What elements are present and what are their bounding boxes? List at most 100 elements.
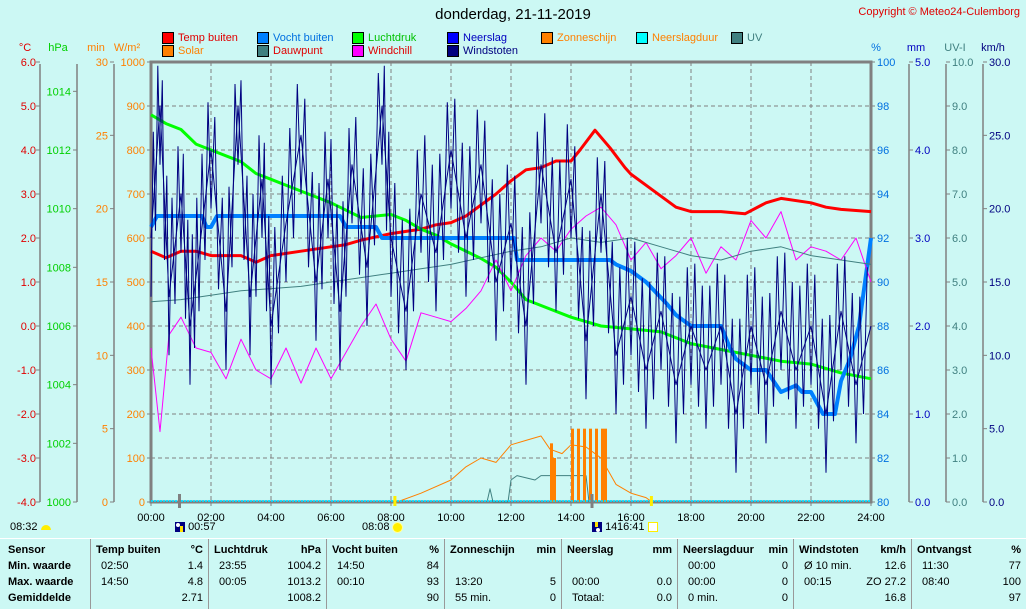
stats-column-luchtdruk: Luchtdruk hPa 23:55 1004.2 00:05 1013.2 1008.2 [208, 539, 327, 609]
x-axis-tick-label: 06:00 [317, 512, 345, 524]
stats-cell-label: 00:10 [337, 576, 365, 588]
legend-label: Neerslag [463, 32, 508, 44]
stats-column-vocht-buiten: Vocht buiten% 14:50 84 00:10 93 90 [326, 539, 445, 609]
axis-tick-label-pressure: 1014 [47, 86, 71, 98]
stats-cell-value: 84 [426, 560, 439, 572]
axis-tick-label-temp: 6.0 [21, 57, 36, 69]
stats-cell-value: 0.0 [656, 576, 672, 588]
axis-tick-label-rain: 4.0 [915, 145, 930, 157]
stats-row: 14:50 84 [327, 560, 445, 576]
stats-row: 08:40 100 [912, 576, 1026, 592]
stats-column-sensor: Sensor Min. waarde Max. waarde Gemiddelde [0, 539, 90, 609]
series-zonneschijn-bar [571, 428, 574, 502]
stats-header-label: Sensor [8, 544, 46, 556]
stats-cell-label: 14:50 [101, 576, 129, 588]
stats-header-row: Temp buiten °C [91, 544, 209, 560]
axis-tick-label-solar: 900 [127, 101, 145, 113]
stats-row: 2.71 [91, 592, 209, 608]
legend-label: Solar [178, 45, 204, 57]
legend-item-neerslag: Neerslag [447, 32, 507, 44]
x-axis-tick-label: 22:00 [797, 512, 825, 524]
axis-tick-label-uv: 5.0 [952, 277, 967, 289]
stats-cell-label: Gemiddelde [8, 592, 71, 604]
stats-header-row: Sensor [0, 544, 90, 560]
axis-tick-label-uv: 4.0 [952, 321, 967, 333]
axis-tick-label-uv: 8.0 [952, 145, 967, 157]
axis-tick-label-uv: 6.0 [952, 233, 967, 245]
stats-cell-label: Totaal: [572, 592, 605, 604]
axis-tick-label-uv: 0.0 [952, 497, 967, 509]
axis-tick-label-solar: 1000 [121, 57, 145, 69]
stats-row: 11:30 77 [912, 560, 1026, 576]
axis-tick-label-temp: -2.0 [17, 409, 36, 421]
axis-tick-label-humidity: 96 [877, 145, 889, 157]
stats-cell-label: Max. waarde [8, 576, 74, 588]
axis-tick-label-pressure: 1002 [47, 438, 71, 450]
stats-header-label: Windstoten [799, 544, 859, 556]
series-zonneschijn-bar [601, 428, 604, 502]
axis-tick-label-uv: 7.0 [952, 189, 967, 201]
stats-header-row: Neerslag mm [562, 544, 678, 560]
stats-row: 00:00 0 [678, 576, 794, 592]
stats-header-unit: mm [652, 544, 672, 556]
legend-item-windchill: Windchill [352, 45, 412, 57]
x-axis-tick-label: 02:00 [197, 512, 225, 524]
stats-row: 90 [327, 592, 445, 608]
x-axis-tick-label: 04:00 [257, 512, 285, 524]
stats-column-neerslag: Neerslag mm 00:00 0.0 Totaal: 0.0 [561, 539, 678, 609]
sunrise-marker: 08:08 [362, 521, 402, 533]
axis-tick-label-wind: 15.0 [989, 277, 1010, 289]
axis-tick-label-wind: 30.0 [989, 57, 1010, 69]
stats-cell-label: 11:30 [922, 560, 949, 572]
stats-cell-value: 4.8 [187, 576, 203, 588]
stats-cell-value: 97 [1008, 592, 1021, 604]
x-axis-tick-label: 20:00 [737, 512, 765, 524]
legend-swatch [731, 32, 743, 44]
stats-header-row: Zonneschijn min [445, 544, 562, 560]
stats-header-label: Neerslagduur [683, 544, 754, 556]
series-windchill-line [150, 206, 872, 433]
stats-cell-label: 0 min. [688, 592, 718, 604]
axis-unit-solar: W/m² [114, 42, 141, 54]
stats-row: 00:05 1013.2 [209, 576, 327, 592]
legend-swatch [162, 32, 174, 44]
stats-header-label: Luchtdruk [214, 544, 268, 556]
stats-cell-value: 5 [549, 576, 556, 588]
stats-header-unit: hPa [300, 544, 321, 556]
stats-header-row: Luchtdruk hPa [209, 544, 327, 560]
axis-tick-label-uv: 2.0 [952, 409, 967, 421]
sunrise-left-time: 08:32 [10, 521, 38, 533]
weather-chart: °C hPa min W/m²% mm UV-I km/h 6.0 5.0 4.0 3.0 2.0 1.… [17, 42, 1010, 524]
series-zonneschijn-bar [604, 428, 607, 502]
stats-header-label: Neerslag [567, 544, 614, 556]
legend-item-dauwpunt: Dauwpunt [257, 45, 323, 57]
stats-cell-label: 00:05 [219, 576, 247, 588]
axis-tick-label-uv: 1.0 [952, 453, 967, 465]
axis-tick-label-solar: 200 [127, 409, 145, 421]
stats-cell-label: 23:55 [219, 560, 247, 572]
axis-tick-label-rain: 1.0 [915, 409, 930, 421]
legend-label: Luchtdruk [368, 32, 417, 44]
stats-header-unit: min [768, 544, 788, 556]
stats-header-row: Neerslagduur min [678, 544, 794, 560]
stats-cell-value: 0 [781, 560, 788, 572]
legend-swatch [257, 45, 269, 57]
series-windstoten-line [150, 105, 872, 415]
axis-tick-label-rain: 0.0 [915, 497, 930, 509]
axis-tick-label-solar: 100 [127, 453, 145, 465]
moonset-marker: 00:57 [175, 521, 216, 533]
stats-header-row: Ontvangst% [912, 544, 1026, 560]
stats-cell-label: 14:50 [337, 560, 365, 572]
stats-cell-label: 00:00 [688, 560, 716, 572]
stats-row: 1008.2 [209, 592, 327, 608]
series-zonneschijn-bar [589, 428, 592, 502]
x-axis-tick-label: 08:00 [377, 512, 405, 524]
stats-cell-value: 12.6 [884, 560, 906, 572]
stats-cell-label: 08:40 [922, 576, 950, 588]
stats-cell-label: Min. waarde [8, 560, 71, 572]
stats-row: 00:10 93 [327, 576, 445, 592]
axis-tick-label-humidity: 90 [877, 277, 889, 289]
stats-column-ontvangst: Ontvangst% 11:30 77 08:40 100 97 [911, 539, 1026, 609]
stats-cell-value: 16.8 [884, 592, 906, 604]
stats-row: Max. waarde [0, 576, 90, 592]
